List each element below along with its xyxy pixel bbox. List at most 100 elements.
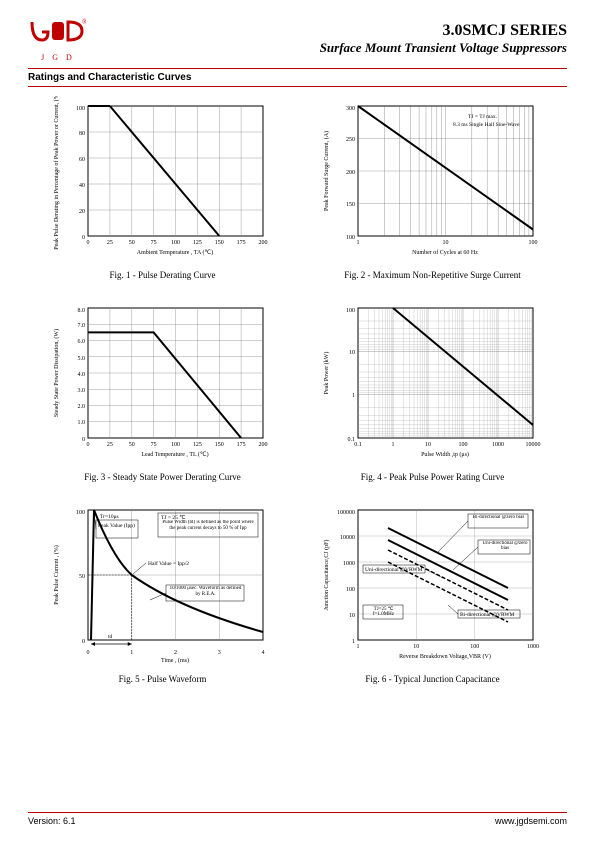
svg-text:Peak Forward Surge Current, (A: Peak Forward Surge Current, (A) xyxy=(323,131,330,211)
svg-text:td: td xyxy=(108,634,113,640)
fig1-svg: 0 20 40 60 80 100 0255075100125150175200… xyxy=(48,96,278,266)
svg-text:10: 10 xyxy=(425,442,431,448)
svg-text:50: 50 xyxy=(128,442,134,448)
series-title: 3.0SMCJ SERIES xyxy=(320,22,567,40)
svg-text:100000: 100000 xyxy=(337,510,355,516)
svg-text:8.0: 8.0 xyxy=(77,308,85,314)
fig1-caption: Fig. 1 - Pulse Derating Curve xyxy=(40,270,285,280)
svg-text:Peak Value (Ipp): Peak Value (Ipp) xyxy=(98,522,135,529)
svg-text:200: 200 xyxy=(258,240,267,246)
svg-text:Reverse Breakdown Voltage,VBR: Reverse Breakdown Voltage,VBR (V) xyxy=(399,653,491,660)
svg-text:25: 25 xyxy=(106,240,112,246)
svg-text:300: 300 xyxy=(346,106,355,112)
fig6-caption: Fig. 6 - Typical Junction Capacitance xyxy=(310,674,555,684)
jgd-logo-icon: ® xyxy=(28,18,86,46)
svg-text:Tr=10μs: Tr=10μs xyxy=(100,514,119,520)
svg-text:Peak Power (kW): Peak Power (kW) xyxy=(323,352,330,395)
svg-text:10000: 10000 xyxy=(340,535,355,541)
svg-text:1000: 1000 xyxy=(492,442,504,448)
subtitle: Surface Mount Transient Voltage Suppress… xyxy=(320,40,567,56)
svg-text:0: 0 xyxy=(86,240,89,246)
svg-text:0: 0 xyxy=(82,437,85,443)
svg-text:1: 1 xyxy=(130,650,133,656)
footer: Version: 6.1 www.jgdsemi.com xyxy=(28,812,567,826)
svg-text:TJ = TJ max.: TJ = TJ max. xyxy=(468,114,498,120)
svg-text:Bi-directional @VRWM: Bi-directional @VRWM xyxy=(460,612,515,618)
svg-text:10: 10 xyxy=(442,240,448,246)
svg-text:10000: 10000 xyxy=(525,442,540,448)
svg-text:Junction Capacitance,CJ (pF): Junction Capacitance,CJ (pF) xyxy=(323,540,330,611)
svg-text:60: 60 xyxy=(79,157,85,163)
svg-text:7.0: 7.0 xyxy=(77,323,85,329)
svg-text:0.1: 0.1 xyxy=(354,442,362,448)
fig6: Bi-directional @zero bias Uni-directiona… xyxy=(310,500,555,684)
logo-letters: J G D xyxy=(28,53,88,62)
svg-text:3: 3 xyxy=(217,650,220,656)
svg-text:8.3 ms Single Half Sine-Wave: 8.3 ms Single Half Sine-Wave xyxy=(453,121,520,128)
svg-text:150: 150 xyxy=(346,202,355,208)
svg-text:10: 10 xyxy=(349,350,355,356)
svg-text:150: 150 xyxy=(214,240,223,246)
svg-text:200: 200 xyxy=(346,170,355,176)
fig5-caption: Fig. 5 - Pulse Waveform xyxy=(40,674,285,684)
svg-text:100: 100 xyxy=(346,587,355,593)
fig6-svg: Bi-directional @zero bias Uni-directiona… xyxy=(318,500,548,670)
svg-text:Time , (ms): Time , (ms) xyxy=(161,657,189,664)
fig4-caption: Fig. 4 - Peak Pulse Power Rating Curve xyxy=(310,472,555,482)
svg-text:2: 2 xyxy=(174,650,177,656)
svg-text:175: 175 xyxy=(236,240,245,246)
fig4: 0.1110100 0.1110100100010000 Pulse Width… xyxy=(310,298,555,482)
fig5: td Tr=10μs Peak Value (Ipp) TJ = 25 ℃ Pu… xyxy=(40,500,285,684)
svg-text:1: 1 xyxy=(391,442,394,448)
svg-text:100: 100 xyxy=(171,240,180,246)
fig2: TJ = TJ max. 8.3 ms Single Half Sine-Wav… xyxy=(310,96,555,280)
svg-text:Half Value = Ipp/2: Half Value = Ipp/2 xyxy=(148,560,189,567)
svg-text:Peak Pulse Current , (%): Peak Pulse Current , (%) xyxy=(53,545,60,605)
svg-text:200: 200 xyxy=(258,442,267,448)
svg-text:100: 100 xyxy=(346,235,355,241)
svg-text:Peak Pulse Derating in Percent: Peak Pulse Derating in Percentage of Pea… xyxy=(53,96,60,250)
svg-text:1: 1 xyxy=(352,639,355,645)
svg-text:4.0: 4.0 xyxy=(77,372,85,378)
fig3-svg: 01.02.03.04.05.06.07.08.0 02550751001251… xyxy=(48,298,278,468)
charts-grid: 0 20 40 60 80 100 0255075100125150175200… xyxy=(40,96,555,684)
svg-text:0: 0 xyxy=(82,235,85,241)
svg-text:5.0: 5.0 xyxy=(77,356,85,362)
svg-text:Lead Temperature , TL (℃): Lead Temperature , TL (℃) xyxy=(141,451,208,458)
svg-text:6.0: 6.0 xyxy=(77,339,85,345)
svg-text:2.0: 2.0 xyxy=(77,404,85,410)
svg-text:250: 250 xyxy=(346,137,355,143)
fig3-caption: Fig. 3 - Steady State Power Derating Cur… xyxy=(40,472,285,482)
svg-text:125: 125 xyxy=(192,442,201,448)
svg-text:50: 50 xyxy=(128,240,134,246)
svg-text:4: 4 xyxy=(261,650,264,656)
svg-text:0: 0 xyxy=(86,442,89,448)
logo: ® J G D xyxy=(28,18,88,62)
svg-text:0: 0 xyxy=(86,650,89,656)
svg-text:100: 100 xyxy=(470,644,479,650)
svg-text:100: 100 xyxy=(528,240,537,246)
svg-text:Uni-directional @VRWM: Uni-directional @VRWM xyxy=(365,567,423,573)
svg-text:175: 175 xyxy=(236,442,245,448)
svg-text:80: 80 xyxy=(79,131,85,137)
svg-text:150: 150 xyxy=(214,442,223,448)
svg-text:1.0: 1.0 xyxy=(77,420,85,426)
svg-text:10: 10 xyxy=(413,644,419,650)
footer-url: www.jgdsemi.com xyxy=(495,816,567,826)
svg-text:1: 1 xyxy=(352,393,355,399)
svg-text:3.0: 3.0 xyxy=(77,388,85,394)
fig1: 0 20 40 60 80 100 0255075100125150175200… xyxy=(40,96,285,280)
svg-text:25: 25 xyxy=(106,442,112,448)
svg-text:1000: 1000 xyxy=(343,561,355,567)
svg-text:Steady State Power Dissipation: Steady State Power Dissipation, (W) xyxy=(53,329,60,417)
svg-text:100: 100 xyxy=(458,442,467,448)
svg-text:125: 125 xyxy=(192,240,201,246)
svg-text:10: 10 xyxy=(349,613,355,619)
fig2-caption: Fig. 2 - Maximum Non-Repetitive Surge Cu… xyxy=(310,270,555,280)
svg-text:1: 1 xyxy=(356,240,359,246)
fig5-svg: td Tr=10μs Peak Value (Ipp) TJ = 25 ℃ Pu… xyxy=(48,500,278,670)
version-label: Version: 6.1 xyxy=(28,816,76,826)
svg-text:100: 100 xyxy=(171,442,180,448)
rule-top xyxy=(28,68,567,69)
svg-text:Pulse Width ,tp (μs): Pulse Width ,tp (μs) xyxy=(421,451,469,458)
